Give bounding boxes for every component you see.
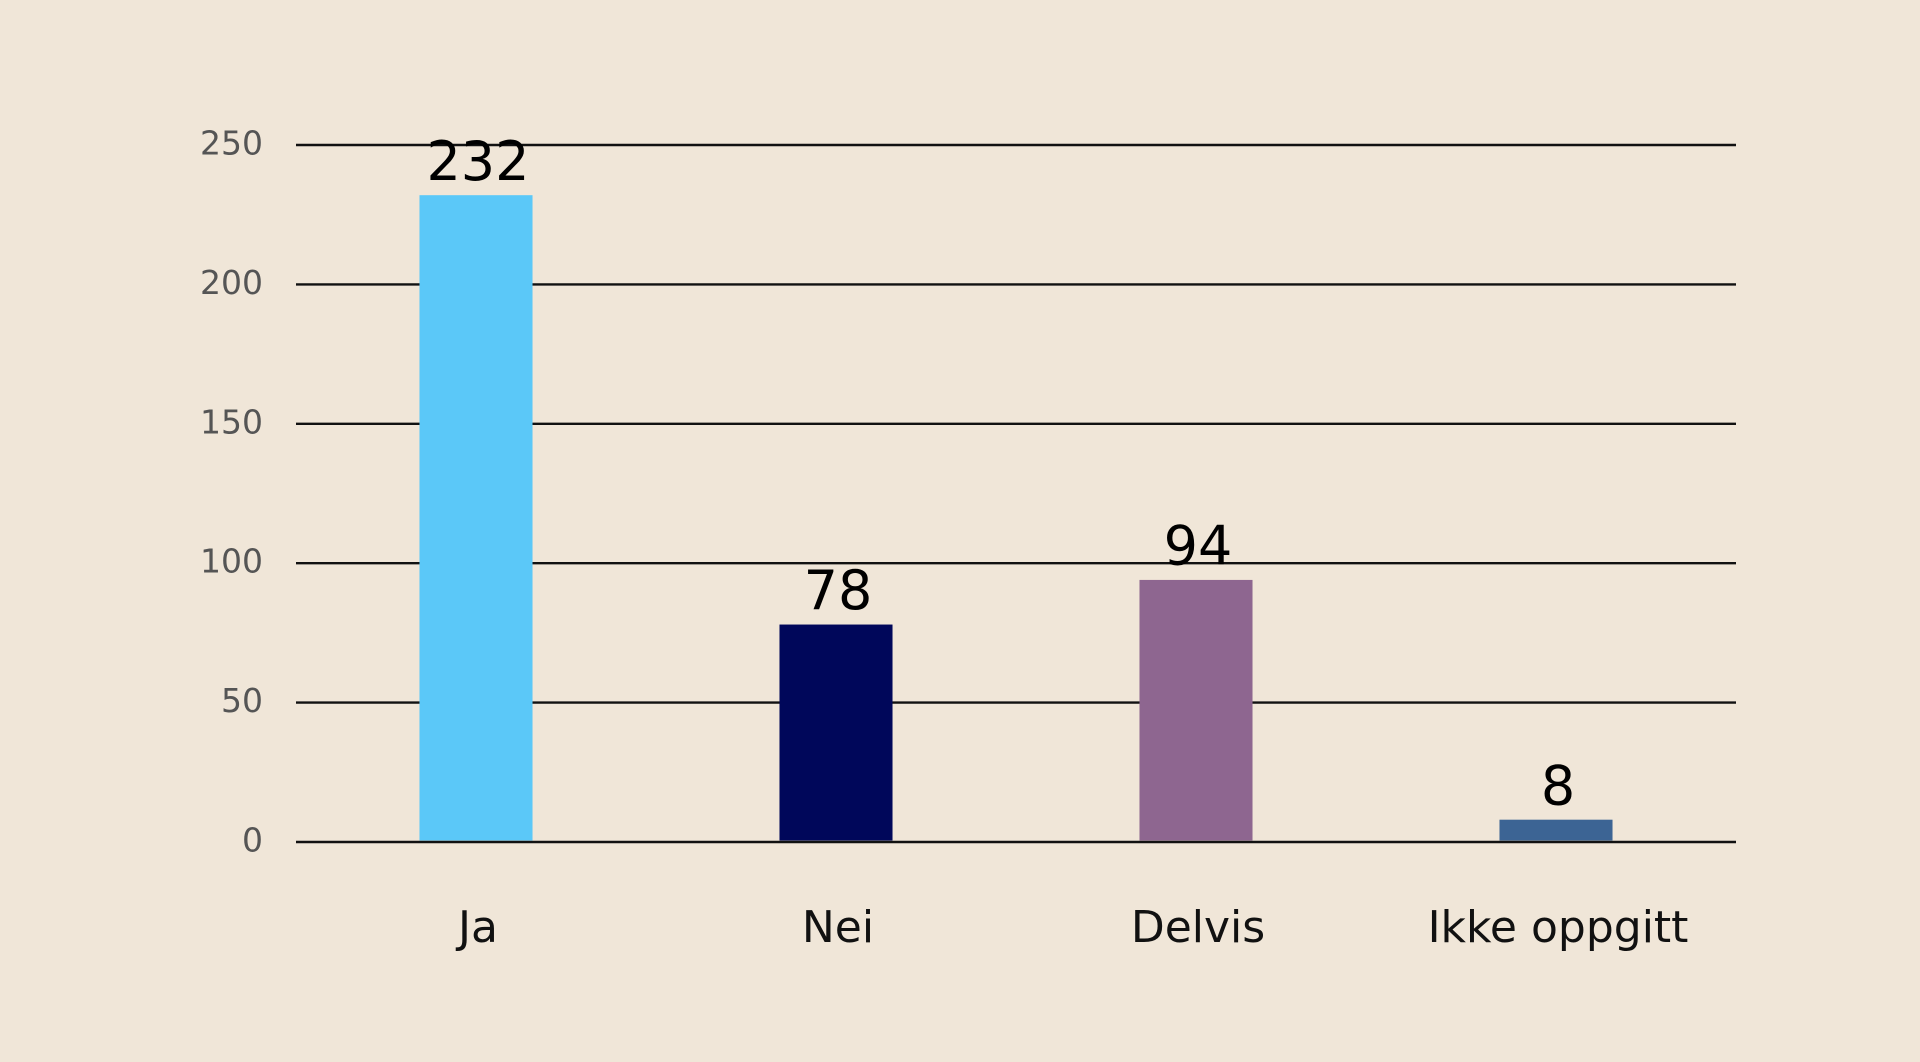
value-label: 232: [426, 130, 529, 193]
y-tick-label: 50: [221, 681, 263, 720]
y-tick-label: 200: [200, 263, 263, 302]
value-label: 78: [804, 559, 873, 622]
bar: [419, 195, 533, 841]
x-tick-label: Ikke oppgitt: [1428, 902, 1689, 953]
value-label: 8: [1541, 754, 1575, 817]
bar: [779, 624, 893, 841]
x-tick-label: Nei: [802, 902, 874, 953]
x-tick-label: Delvis: [1131, 902, 1265, 953]
y-tick-label: 0: [242, 821, 263, 860]
y-tick-label: 150: [200, 402, 263, 441]
bar: [1139, 579, 1253, 841]
bar: [1499, 819, 1613, 841]
value-label: 94: [1164, 515, 1233, 578]
y-tick-label: 250: [200, 124, 263, 163]
y-tick-label: 100: [200, 542, 263, 581]
x-tick-label: Ja: [455, 902, 498, 953]
